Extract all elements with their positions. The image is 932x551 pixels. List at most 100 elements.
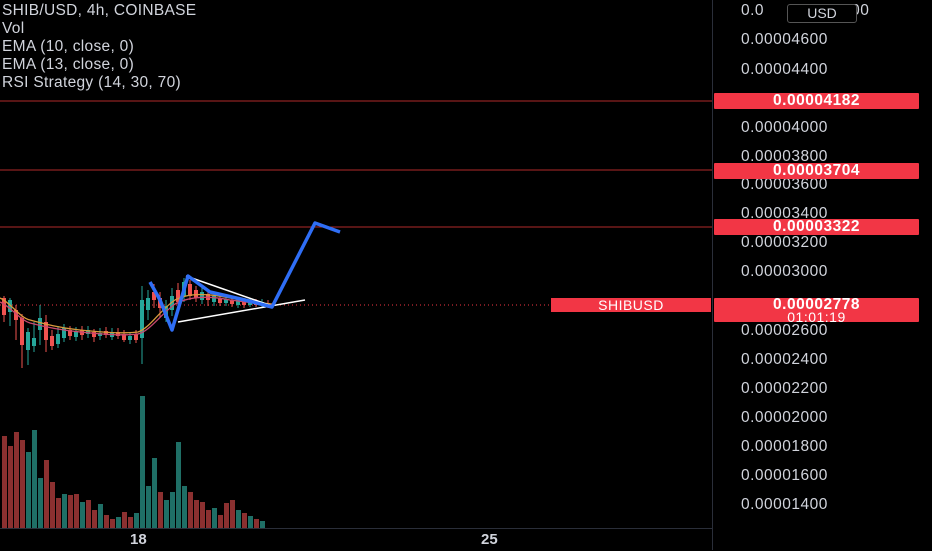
- candle-body: [236, 300, 240, 305]
- current-price-value: 0.00002778: [773, 296, 860, 313]
- volume-bar: [224, 503, 229, 528]
- bar-countdown: 01:01:19: [787, 309, 846, 325]
- legend-rsi-strategy[interactable]: RSI Strategy (14, 30, 70): [2, 74, 181, 91]
- price-tick: 0.00001800: [741, 438, 828, 455]
- volume-bar: [122, 512, 127, 528]
- candle-body: [74, 331, 78, 337]
- price-tick: 0.00003200: [741, 234, 828, 251]
- candle-body: [92, 332, 96, 337]
- price-tick: 0.00003400: [741, 205, 828, 222]
- volume-bar: [164, 500, 169, 528]
- candle-body: [218, 298, 222, 303]
- candle-body: [242, 302, 246, 305]
- volume-bar: [248, 516, 253, 528]
- volume-bar: [68, 495, 73, 528]
- volume-bar: [8, 446, 13, 528]
- candle-body: [68, 330, 72, 336]
- volume-bar: [134, 513, 139, 528]
- volume-bar: [170, 492, 175, 528]
- price-tick: 0.00001400: [741, 496, 828, 513]
- candle-body: [8, 300, 12, 312]
- price-tick: 0.00004400: [741, 61, 828, 78]
- volume-bar: [212, 508, 217, 528]
- candle-body: [122, 334, 126, 340]
- candle-body: [176, 290, 180, 302]
- price-tick: 0.00004000: [741, 119, 828, 136]
- volume-bar: [50, 482, 55, 528]
- volume-bar: [2, 436, 7, 528]
- price-axis[interactable]: 0.0800 USD 0.00004600 0.00004400 0.00004…: [712, 0, 932, 550]
- legend-symbol[interactable]: SHIB/USD, 4h, COINBASE: [2, 2, 197, 19]
- candle-body: [38, 318, 42, 330]
- volume-bar: [32, 430, 37, 528]
- volume-bar: [176, 442, 181, 528]
- price-tick: 0.00003800: [741, 148, 828, 165]
- candle-body: [14, 310, 18, 320]
- volume-bar: [98, 504, 103, 528]
- volume-bar: [254, 519, 259, 528]
- triangle-pattern-drawing[interactable]: [177, 275, 306, 323]
- price-tick: 0.00004600: [741, 31, 828, 48]
- candle-body: [62, 328, 66, 338]
- candles: [2, 278, 270, 368]
- projection-path-drawing[interactable]: [148, 221, 341, 332]
- candle-body: [56, 334, 60, 344]
- candle-body: [128, 336, 132, 340]
- candle-body: [212, 296, 216, 302]
- volume-bar: [194, 500, 199, 528]
- candle-body: [134, 334, 138, 340]
- volume-bar: [152, 458, 157, 528]
- candle-body: [32, 338, 36, 346]
- volume-bar: [182, 486, 187, 528]
- legend-ema-10[interactable]: EMA (10, close, 0): [2, 38, 135, 55]
- volume-bar: [200, 502, 205, 528]
- candle-body: [20, 318, 24, 345]
- volume-bar: [110, 519, 115, 528]
- level-price-tag: 0.00003704: [714, 163, 919, 179]
- volume-bar: [260, 521, 265, 528]
- chart-pane[interactable]: SHIB/USD, 4h, COINBASE Vol EMA (10, clos…: [0, 0, 712, 528]
- volume-bar: [158, 492, 163, 528]
- candle-body: [140, 300, 144, 338]
- time-axis[interactable]: 18 25: [0, 528, 712, 551]
- price-tick: 0.00003000: [741, 263, 828, 280]
- price-tick: 0.00002200: [741, 380, 828, 397]
- candle-body: [146, 298, 150, 310]
- chart-legend: SHIB/USD, 4h, COINBASE Vol EMA (10, clos…: [2, 2, 196, 92]
- volume-bar: [14, 432, 19, 528]
- candle-body: [200, 292, 204, 300]
- candle-body: [44, 322, 48, 340]
- volume-bar: [92, 510, 97, 528]
- candle-body: [152, 292, 156, 300]
- volume-bar: [218, 515, 223, 528]
- candle-body: [194, 290, 198, 298]
- volume-bar: [62, 494, 67, 528]
- volume-bar: [80, 502, 85, 528]
- candlestick-chart[interactable]: [0, 0, 712, 528]
- legend-volume[interactable]: Vol: [2, 20, 25, 37]
- currency-button[interactable]: USD: [787, 4, 857, 23]
- price-tick: 0.00002000: [741, 409, 828, 426]
- time-label: 25: [481, 531, 498, 548]
- legend-ema-13[interactable]: EMA (13, close, 0): [2, 56, 135, 73]
- volume-bars: [2, 396, 265, 528]
- volume-bar: [104, 515, 109, 528]
- price-tick: 0.00003600: [741, 176, 828, 193]
- current-price-tag: 0.00002778 01:01:19: [714, 296, 919, 325]
- price-tick: 0.00001600: [741, 467, 828, 484]
- volume-bar: [38, 478, 43, 528]
- level-price-tag: 0.00003322: [714, 219, 919, 235]
- volume-bar: [74, 494, 79, 528]
- volume-bar: [206, 510, 211, 528]
- candle-body: [224, 299, 228, 303]
- volume-bar: [140, 396, 145, 528]
- symbol-price-label: SHIBUSD: [551, 298, 711, 312]
- volume-bar: [56, 498, 61, 528]
- volume-bar: [188, 492, 193, 528]
- price-tick: 0.00002400: [741, 351, 828, 368]
- volume-bar: [86, 500, 91, 528]
- volume-bar: [116, 517, 121, 528]
- price-tick: 0.00002600: [741, 322, 828, 339]
- volume-bar: [44, 460, 49, 528]
- candle-body: [188, 284, 192, 296]
